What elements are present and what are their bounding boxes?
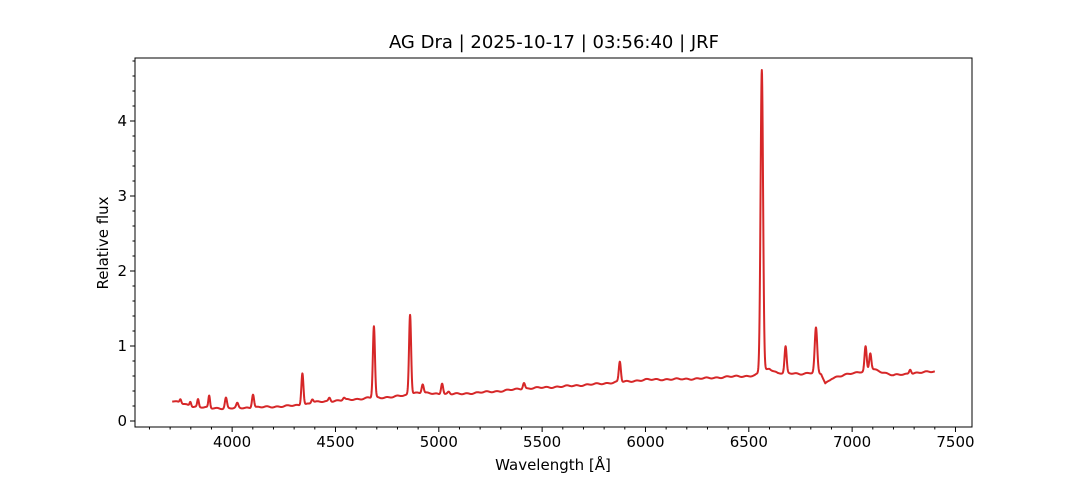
x-axis-label: Wavelength [Å] xyxy=(495,455,611,474)
x-tick-label: 6000 xyxy=(626,433,664,451)
x-tick-label: 7000 xyxy=(833,433,871,451)
plot-area xyxy=(171,69,936,411)
y-axis-label: Relative flux xyxy=(94,196,112,289)
x-tick-label: 7500 xyxy=(936,433,974,451)
x-tick-label: 5500 xyxy=(523,433,561,451)
chart-title: AG Dra | 2025-10-17 | 03:56:40 | JRF xyxy=(389,32,719,53)
axis-ticks: 4000 4500 5000 5500 6000 6500 7000 7500 0 1 2 3 4 xyxy=(117,60,975,451)
spectrum-line xyxy=(171,69,936,411)
x-tick-label: 6500 xyxy=(730,433,768,451)
plot-frame xyxy=(134,57,973,428)
y-tick-label: 2 xyxy=(117,262,127,280)
y-tick-label: 4 xyxy=(117,112,127,130)
y-tick-label: 1 xyxy=(117,337,127,355)
y-tick-label: 0 xyxy=(117,412,127,430)
x-tick-label: 5000 xyxy=(420,433,458,451)
x-tick-label: 4500 xyxy=(316,433,354,451)
y-tick-label: 3 xyxy=(117,187,127,205)
x-tick-label: 4000 xyxy=(213,433,251,451)
